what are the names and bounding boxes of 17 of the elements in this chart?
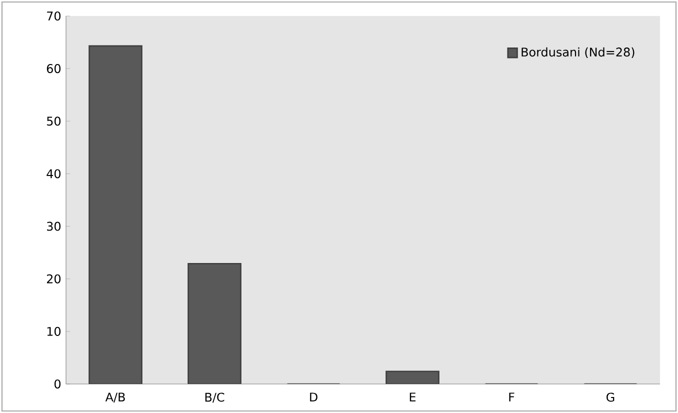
y-tick-label: 40: [46, 169, 61, 178]
x-tick-label: A/B: [105, 392, 125, 403]
legend-label: Bordusani (Nd=28): [522, 47, 634, 58]
bar: [88, 45, 142, 384]
y-tick-label: 10: [47, 326, 61, 336]
y-tick-label: 30: [47, 222, 61, 231]
x-tick-label: D: [310, 392, 318, 402]
bar: [188, 262, 242, 384]
y-tick-label: 70: [47, 11, 61, 21]
x-tick-label: G: [606, 392, 614, 402]
x-tick-label: B/C: [205, 392, 224, 403]
y-tick-label: 60: [46, 64, 61, 74]
x-tick-label: F: [509, 392, 514, 402]
y-tick-label: 20: [46, 274, 61, 284]
x-tick-label: E: [410, 392, 416, 402]
y-tick-label: 0: [54, 379, 61, 389]
y-tick-label: 50: [47, 116, 61, 126]
